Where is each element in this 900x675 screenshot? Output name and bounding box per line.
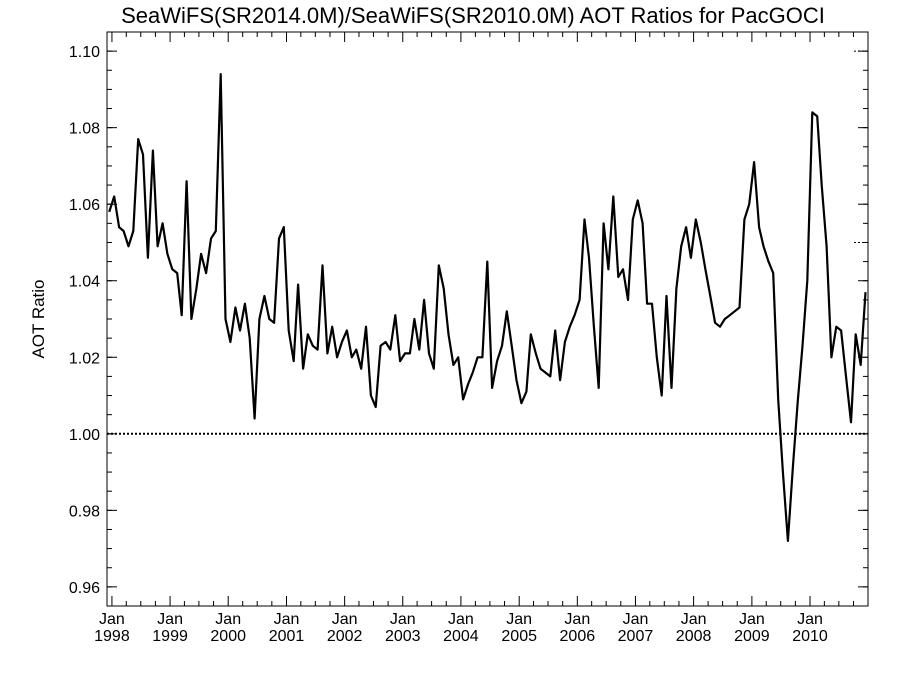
y-axis-label: AOT Ratio bbox=[29, 279, 48, 358]
y-tick-label: 0.98 bbox=[69, 503, 100, 520]
y-tick-label: 1.08 bbox=[69, 121, 100, 138]
x-tick-year: 2004 bbox=[443, 628, 479, 645]
x-tick-year: 2007 bbox=[618, 628, 654, 645]
x-tick-month: Jan bbox=[390, 611, 416, 628]
x-tick-month: Jan bbox=[623, 611, 649, 628]
x-tick-year: 2010 bbox=[792, 628, 828, 645]
x-tick-month: Jan bbox=[99, 611, 125, 628]
x-tick-year: 2001 bbox=[269, 628, 305, 645]
x-tick-month: Jan bbox=[332, 611, 358, 628]
x-tick-year: 2005 bbox=[501, 628, 537, 645]
y-tick-label: 0.96 bbox=[69, 580, 100, 597]
x-tick-month: Jan bbox=[564, 611, 590, 628]
x-tick-month: Jan bbox=[797, 611, 823, 628]
y-axis: 0.96 0.98 1.00 1.02 1.04 1.06 1.08 1.10 bbox=[69, 44, 868, 597]
x-tick-year: 1999 bbox=[152, 628, 188, 645]
x-tick-month: Jan bbox=[274, 611, 300, 628]
y-tick-label: 1.06 bbox=[69, 197, 100, 214]
x-tick-year: 2000 bbox=[210, 628, 246, 645]
x-tick-year: 1998 bbox=[94, 628, 130, 645]
x-tick-month: Jan bbox=[681, 611, 707, 628]
y-tick-label: 1.04 bbox=[69, 274, 100, 291]
x-tick-year: 2002 bbox=[327, 628, 363, 645]
x-tick-year: 2008 bbox=[676, 628, 712, 645]
x-axis: Jan1998Jan1999Jan2000Jan2001Jan2002Jan20… bbox=[94, 32, 855, 645]
x-tick-month: Jan bbox=[157, 611, 183, 628]
x-tick-year: 2003 bbox=[385, 628, 421, 645]
y-tick-label: 1.10 bbox=[69, 44, 100, 61]
x-tick-month: Jan bbox=[739, 611, 765, 628]
x-tick-month: Jan bbox=[506, 611, 532, 628]
y-tick-label: 1.00 bbox=[69, 427, 100, 444]
x-tick-year: 2006 bbox=[560, 628, 596, 645]
x-tick-year: 2009 bbox=[734, 628, 770, 645]
x-tick-month: Jan bbox=[448, 611, 474, 628]
series-line bbox=[108, 73, 867, 542]
y-tick-label: 1.02 bbox=[69, 350, 100, 367]
x-tick-month: Jan bbox=[215, 611, 241, 628]
chart-title: SeaWiFS(SR2014.0M)/SeaWiFS(SR2010.0M) AO… bbox=[121, 3, 825, 28]
